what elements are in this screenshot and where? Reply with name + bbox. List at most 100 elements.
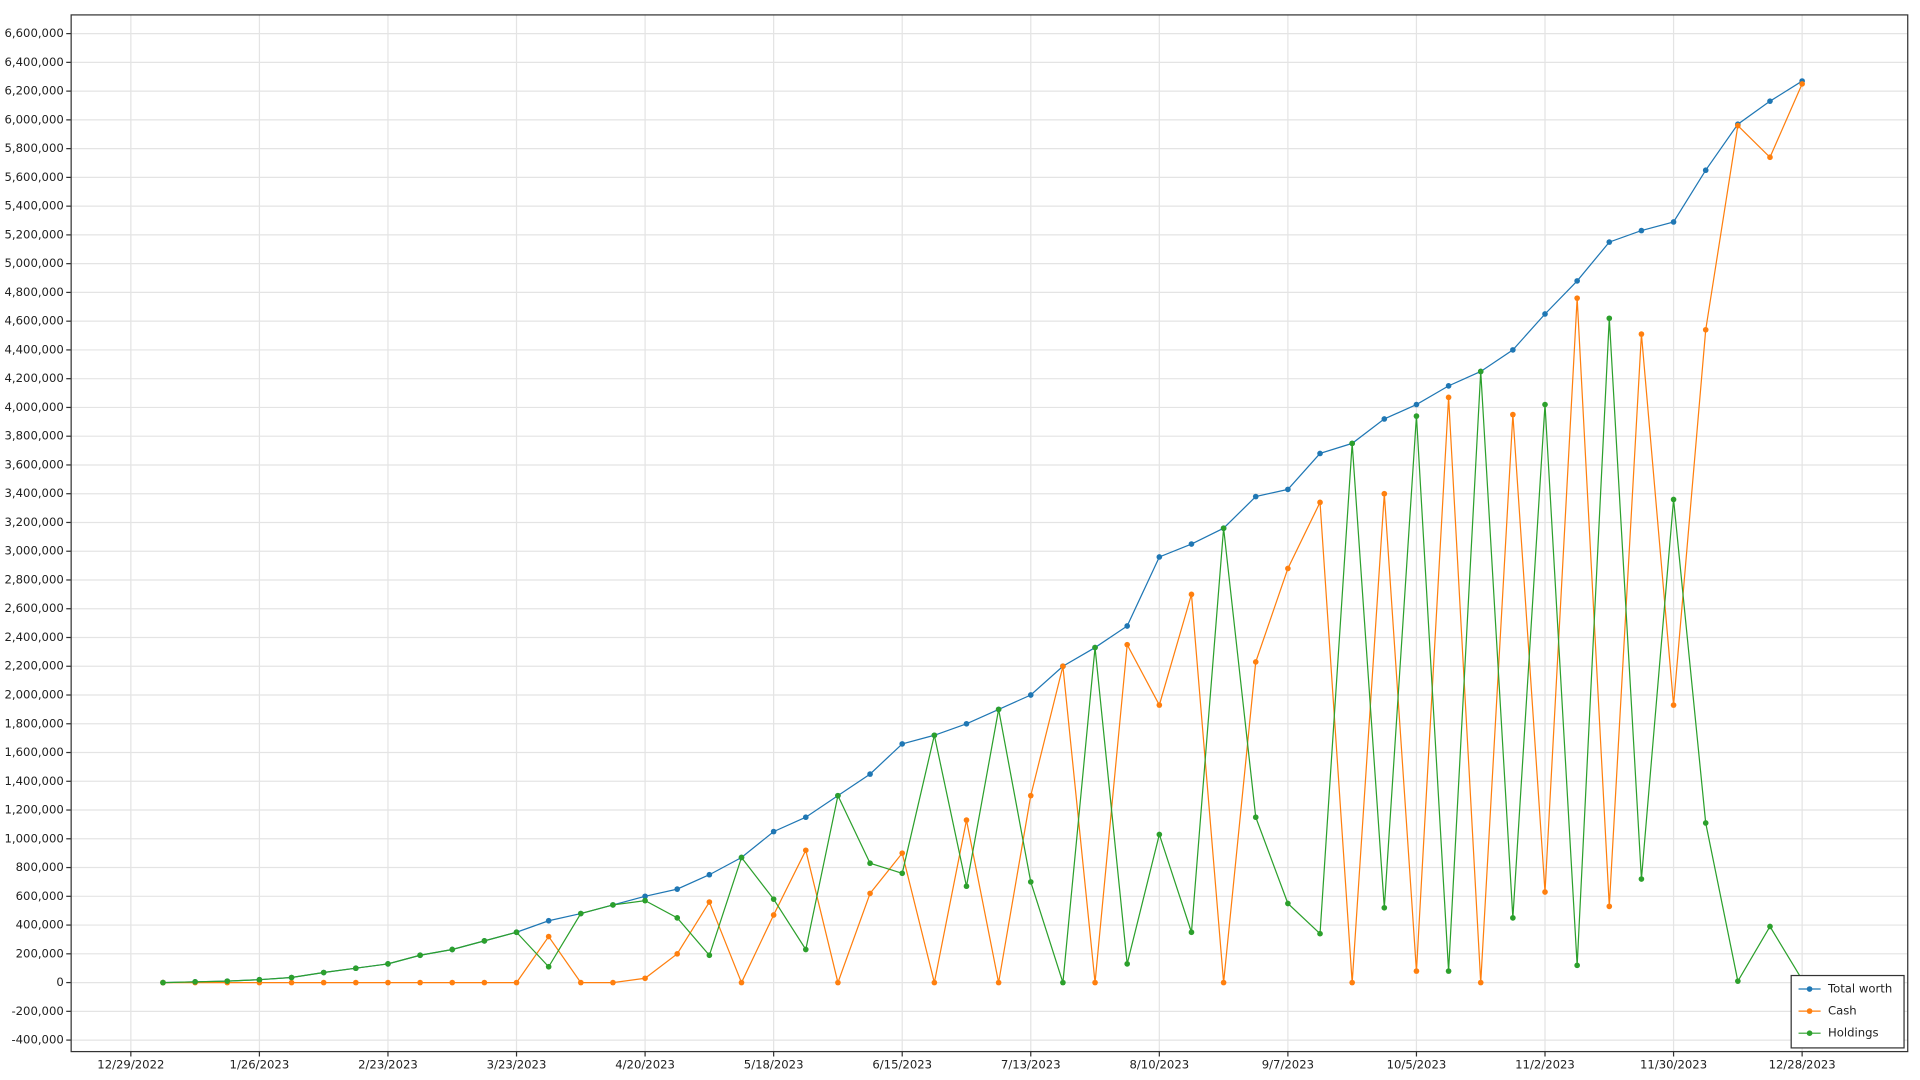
y-tick-label: 4,600,000 [5, 314, 64, 328]
x-tick-label: 3/23/2023 [487, 1058, 547, 1072]
y-tick-label: 4,400,000 [5, 342, 64, 356]
data-point [802, 847, 809, 854]
data-point [1092, 644, 1098, 651]
data-point [1445, 383, 1452, 389]
data-point [1124, 961, 1131, 967]
data-point [706, 952, 713, 959]
data-point [867, 860, 873, 867]
data-point [513, 979, 520, 986]
data-point [610, 902, 616, 908]
data-point [481, 979, 488, 986]
data-point [1027, 692, 1034, 698]
data-point [1542, 311, 1548, 317]
data-point [1445, 968, 1452, 974]
data-point [1542, 889, 1548, 895]
y-tick-label: 2,400,000 [5, 630, 64, 644]
data-point [1574, 295, 1580, 301]
x-tick-label: 2/23/2023 [358, 1058, 418, 1072]
y-tick-label: 2,000,000 [5, 688, 64, 702]
y-tick-label: 6,400,000 [5, 55, 64, 69]
data-point [867, 890, 873, 897]
data-point [995, 706, 1002, 713]
data-point [1670, 702, 1677, 708]
x-tick-label: 1/26/2023 [230, 1058, 290, 1072]
y-tick-label: 5,200,000 [5, 227, 64, 241]
data-point [1510, 915, 1516, 921]
data-point [224, 978, 231, 984]
data-point [1735, 122, 1741, 129]
y-tick-label: 400,000 [16, 918, 64, 932]
data-point [417, 979, 423, 986]
data-point [160, 979, 166, 986]
data-point [1156, 702, 1163, 708]
data-point [1124, 641, 1131, 648]
data-point [1220, 979, 1227, 986]
y-tick-label: 6,600,000 [5, 26, 64, 40]
y-tick-label: 0 [56, 975, 63, 989]
y-tick-label: 4,200,000 [5, 371, 64, 385]
data-point [674, 950, 681, 957]
data-point [738, 979, 745, 986]
series-line [162, 318, 1803, 984]
data-point [899, 741, 906, 747]
data-point [674, 886, 681, 892]
data-point [642, 897, 648, 904]
y-tick-label: 800,000 [16, 860, 64, 874]
data-point [770, 912, 777, 918]
data-point [1799, 81, 1805, 87]
data-point [963, 883, 970, 890]
data-point [1445, 394, 1452, 401]
x-tick-label: 11/2/2023 [1515, 1058, 1575, 1072]
data-point [674, 915, 681, 921]
data-point [1092, 979, 1098, 986]
y-tick-label: 6,200,000 [5, 84, 64, 98]
y-tick-label: 2,200,000 [5, 659, 64, 673]
data-point [738, 854, 745, 861]
data-point [1574, 962, 1580, 969]
data-point [899, 870, 906, 877]
data-point [192, 979, 198, 985]
data-point [1317, 930, 1323, 937]
data-point [1381, 416, 1388, 422]
data-point [288, 974, 295, 981]
data-point [1606, 239, 1613, 245]
y-tick-label: 1,400,000 [5, 774, 64, 788]
data-point [1060, 979, 1066, 986]
x-tick-label: 7/13/2023 [1001, 1058, 1061, 1072]
data-point [1735, 978, 1741, 984]
legend-label: Total worth [1827, 982, 1892, 996]
data-point [770, 828, 777, 835]
data-point [931, 732, 938, 739]
data-point [1381, 904, 1388, 911]
data-point [1702, 167, 1709, 174]
y-tick-label: 2,600,000 [5, 601, 64, 615]
data-point [417, 952, 423, 959]
legend-label: Cash [1828, 1004, 1857, 1018]
data-point [1252, 814, 1259, 821]
y-tick-label: 5,800,000 [5, 141, 64, 155]
data-point [577, 979, 584, 986]
data-point [867, 771, 873, 777]
data-point [1349, 440, 1355, 447]
data-point [1188, 591, 1195, 598]
data-point [545, 933, 552, 940]
y-tick-label: 5,400,000 [5, 199, 64, 213]
data-point [1220, 525, 1227, 532]
data-point [642, 975, 648, 982]
data-point [256, 976, 263, 983]
data-point [802, 946, 809, 953]
data-point [1027, 792, 1034, 799]
data-point [1767, 98, 1773, 105]
data-point [1702, 326, 1709, 333]
y-tick-label: -200,000 [11, 1004, 63, 1018]
data-point [963, 720, 970, 727]
data-point [545, 917, 552, 924]
data-point [1542, 401, 1548, 408]
data-point [931, 979, 938, 986]
data-point [963, 817, 970, 823]
y-tick-label: 3,000,000 [5, 544, 64, 558]
data-point [449, 979, 456, 986]
x-tick-label: 12/29/2022 [97, 1058, 164, 1072]
data-point [1349, 979, 1355, 986]
